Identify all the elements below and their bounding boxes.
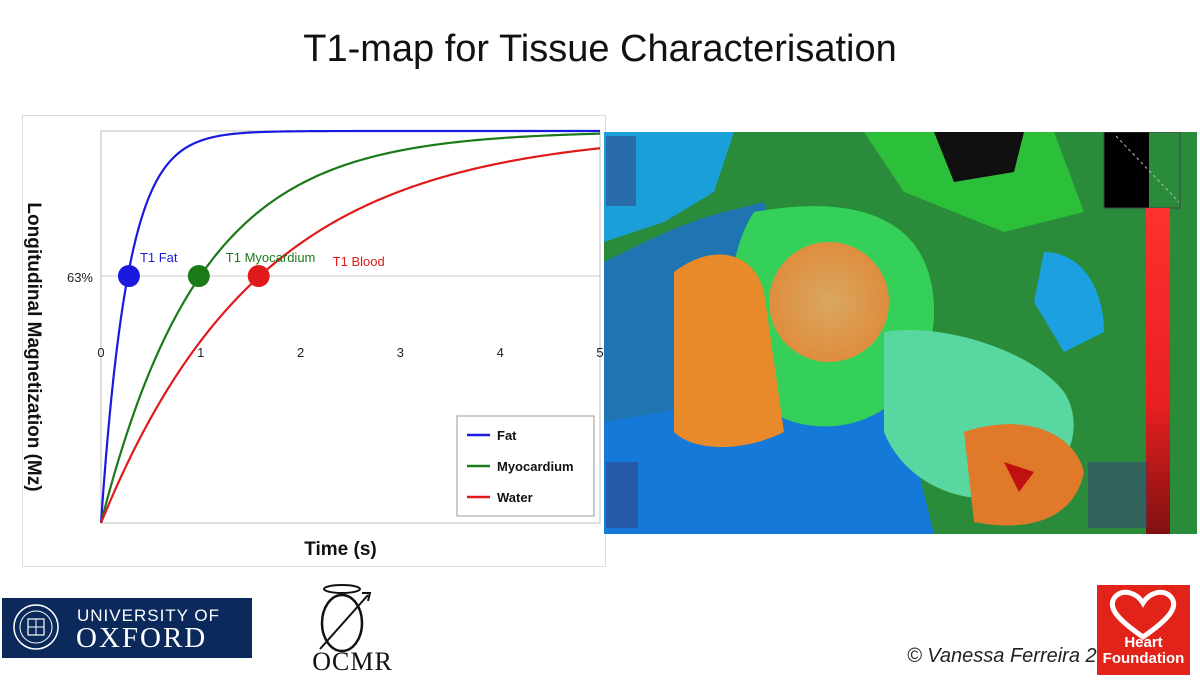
marker-point xyxy=(247,265,270,288)
mri-overlay-text xyxy=(606,136,1148,528)
marker-point xyxy=(187,265,210,288)
series-line-fat xyxy=(99,129,600,524)
mri-region xyxy=(604,132,734,242)
oxford-logo-line1: UNIVERSITY OF xyxy=(77,606,221,625)
t1-recovery-chart: 63% 0 1 2 3 4 5 Time (s) Longitudinal Magnetizat… xyxy=(22,115,606,567)
legend-entry: Myocardium xyxy=(497,459,574,474)
ocmr-logo: OCMR xyxy=(290,583,415,676)
marker-label: T1 Blood xyxy=(333,254,385,269)
x-tick-label: 4 xyxy=(497,345,504,360)
oxford-logo: UNIVERSITY OF OXFORD xyxy=(2,598,252,658)
y-axis-label: Longitudinal Magnetization (Mz) xyxy=(23,202,44,491)
bhf-heart-icon xyxy=(1109,589,1177,641)
t1-map-image xyxy=(604,131,1197,534)
oxford-crest-icon xyxy=(13,604,59,650)
x-tick-label: 0 xyxy=(97,345,104,360)
mri-lv-cavity xyxy=(769,242,889,362)
mri-corner-frame xyxy=(1103,131,1181,209)
bhf-logo-line2: Foundation xyxy=(1102,650,1185,667)
mri-region xyxy=(1004,462,1034,492)
mri-region xyxy=(934,132,1024,182)
marker-label: T1 Fat xyxy=(140,250,178,265)
series-line-water xyxy=(99,147,601,524)
mri-colorbar xyxy=(1146,208,1170,534)
chart-svg: 63% 0 1 2 3 4 5 Time (s) Longitudinal Magnetizat… xyxy=(23,129,604,560)
x-tick-label: 5 xyxy=(596,345,603,360)
ocmr-emblem-icon xyxy=(319,584,372,653)
marker-label: T1 Myocardium xyxy=(226,250,316,265)
legend-entry: Water xyxy=(497,490,533,505)
marker-point xyxy=(117,265,140,288)
series-line-myocardium xyxy=(99,132,601,524)
x-axis-label: Time (s) xyxy=(304,539,377,560)
bhf-logo: Heart Foundation xyxy=(1097,585,1190,675)
x-tick-label: 2 xyxy=(297,345,304,360)
bhf-logo-line1: Heart xyxy=(1124,634,1163,651)
mri-t1-map-svg xyxy=(604,131,1197,534)
mri-region xyxy=(1034,252,1104,352)
mri-rv-region xyxy=(674,254,784,447)
x-tick-label: 3 xyxy=(397,345,404,360)
oxford-logo-line2: OXFORD xyxy=(76,622,208,654)
copyright-credit: © Vanessa Ferreira 2020 xyxy=(907,645,1130,667)
legend-entry: Fat xyxy=(497,428,517,443)
x-tick-label: 1 xyxy=(197,345,204,360)
slide-title: T1-map for Tissue Characterisation xyxy=(303,28,897,70)
reference-label: 63% xyxy=(67,270,93,285)
mri-corner-block xyxy=(1104,132,1149,208)
ocmr-logo-text: OCMR xyxy=(312,647,393,676)
mri-region xyxy=(864,132,1084,232)
